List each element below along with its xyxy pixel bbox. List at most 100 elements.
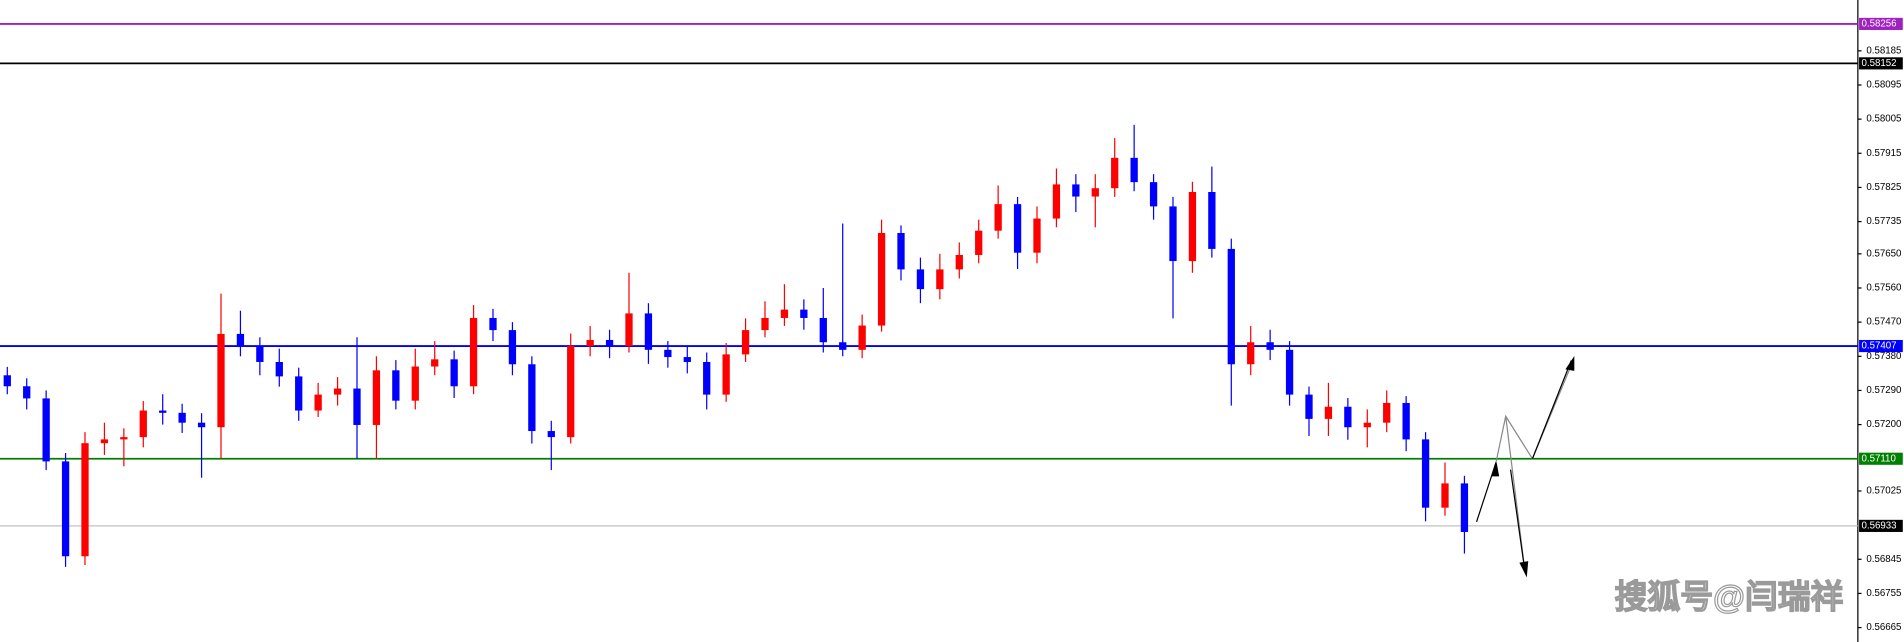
y-tick-label: 0.57025 xyxy=(1866,486,1901,497)
candle-body xyxy=(858,325,866,350)
candle-body xyxy=(23,386,31,399)
y-tick-label: 0.57380 xyxy=(1866,351,1902,362)
y-tick-label: 0.56845 xyxy=(1866,554,1901,565)
candle-body xyxy=(1033,218,1041,253)
candle-body xyxy=(411,366,419,401)
candle-body xyxy=(897,232,905,270)
level-label: 0.58256 xyxy=(1862,18,1897,29)
candle-body xyxy=(1013,204,1022,253)
arrow-head xyxy=(1519,561,1529,578)
candle-body xyxy=(1421,439,1430,508)
candle-body xyxy=(586,339,594,347)
y-tick-label: 0.57560 xyxy=(1866,283,1902,294)
candle-body xyxy=(508,330,517,365)
y-tick-label: 0.57200 xyxy=(1866,419,1902,430)
y-tick-label: 0.57735 xyxy=(1866,216,1901,227)
candle-body xyxy=(159,410,167,413)
candle-body xyxy=(1266,342,1274,350)
level-label: 0.56933 xyxy=(1862,520,1897,531)
candle-body xyxy=(1208,191,1216,249)
y-tick-label: 0.57290 xyxy=(1866,385,1902,396)
candle-body xyxy=(644,313,653,350)
candle-body xyxy=(955,254,963,270)
level-label-box xyxy=(1859,17,1903,30)
candle-body xyxy=(3,375,11,387)
level-label-box xyxy=(1859,452,1903,465)
candle-body xyxy=(1363,422,1371,428)
candle-body xyxy=(1227,248,1235,365)
candle-body xyxy=(178,412,186,423)
level-label-box xyxy=(1859,57,1903,70)
candle-body xyxy=(567,346,575,438)
candle-body xyxy=(975,230,983,255)
candle-body xyxy=(839,342,847,350)
candle-body xyxy=(139,410,147,438)
y-tick-label: 0.57915 xyxy=(1866,148,1901,159)
candle-body xyxy=(100,439,109,444)
candle-body xyxy=(1149,182,1158,207)
arrow-line xyxy=(1531,360,1572,459)
candle-body xyxy=(703,361,711,395)
candle-body xyxy=(605,339,614,347)
candle-body xyxy=(664,349,672,358)
candle-body xyxy=(42,398,50,462)
projection-path xyxy=(1495,358,1575,463)
candle-body xyxy=(392,370,400,401)
candle-body xyxy=(761,317,769,331)
candle-body xyxy=(683,357,691,362)
candle-body xyxy=(780,309,789,318)
candle-body xyxy=(81,443,89,557)
candle-body xyxy=(236,333,245,347)
candle-body xyxy=(800,309,808,318)
y-tick-label: 0.56665 xyxy=(1866,622,1901,633)
candle-body xyxy=(295,376,303,411)
candle-body xyxy=(61,461,70,557)
candle-body xyxy=(1072,184,1080,197)
candle-body xyxy=(1402,402,1410,440)
candle-body xyxy=(1460,483,1469,532)
arrow-head xyxy=(1565,356,1575,371)
candle-body xyxy=(625,313,633,347)
candle-body xyxy=(1383,402,1391,423)
level-label-box xyxy=(1859,519,1903,532)
candle-body xyxy=(1324,406,1333,419)
candle-body xyxy=(916,269,925,290)
y-tick-label: 0.57650 xyxy=(1866,248,1902,259)
candle-body xyxy=(1285,349,1294,395)
candle-body xyxy=(936,269,944,290)
candle-body xyxy=(1130,157,1138,183)
candle-body xyxy=(314,394,322,411)
candle-body xyxy=(120,437,128,440)
y-tick-label: 0.58095 xyxy=(1866,80,1901,91)
arrow-head xyxy=(1491,462,1500,477)
arrow-line xyxy=(1509,469,1526,573)
candle-body xyxy=(353,388,361,425)
level-label: 0.58152 xyxy=(1862,58,1897,69)
level-label: 0.57407 xyxy=(1862,341,1897,352)
candle-body xyxy=(469,317,478,387)
candle-body xyxy=(197,422,206,428)
candle-body xyxy=(994,204,1002,231)
candle-body xyxy=(1111,157,1119,189)
candle-body xyxy=(256,346,264,362)
candle-body xyxy=(333,388,342,395)
candle-body xyxy=(217,333,225,428)
candle-body xyxy=(1052,184,1061,219)
candle-body xyxy=(1188,191,1197,262)
candle-body xyxy=(1441,483,1449,508)
y-tick-label: 0.58185 xyxy=(1866,45,1901,56)
candle-body xyxy=(1344,406,1352,428)
candle-body xyxy=(547,431,555,438)
y-tick-label: 0.57470 xyxy=(1866,317,1902,328)
candle-body xyxy=(275,361,283,377)
candle-body xyxy=(528,364,536,432)
level-label-box xyxy=(1859,339,1903,353)
projection-arrows xyxy=(1475,356,1575,578)
candle-body xyxy=(1305,394,1313,419)
candle-body xyxy=(431,359,439,367)
candle-body xyxy=(1169,206,1177,262)
y-tick-label: 0.56755 xyxy=(1866,588,1901,599)
candle-body xyxy=(819,317,827,343)
